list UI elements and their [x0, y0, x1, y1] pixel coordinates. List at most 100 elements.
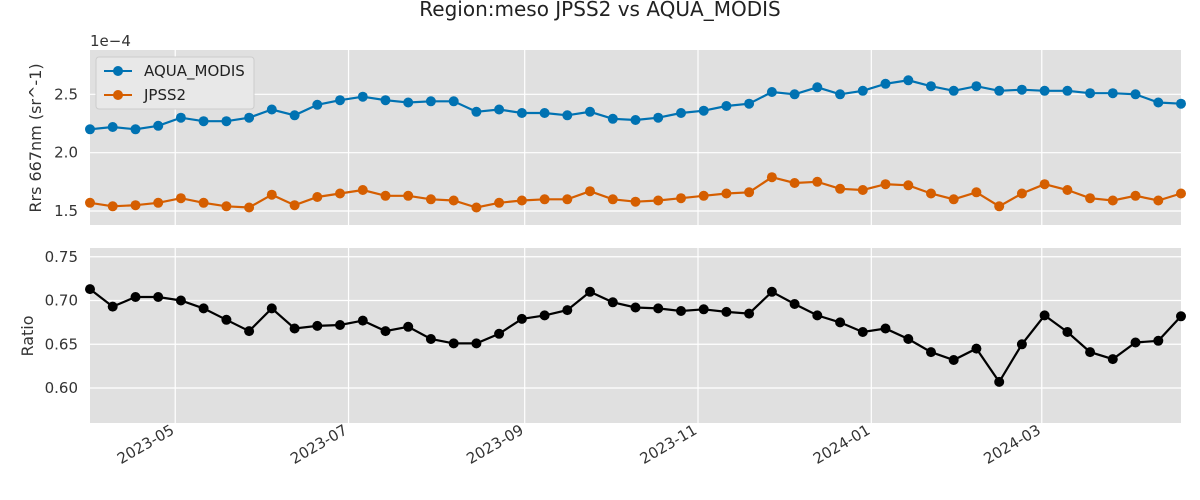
top-series-0-point — [425, 96, 436, 107]
top-series-0-point — [244, 112, 255, 123]
top-y-axis-label: Rrs 667nm (sr^-1) — [26, 63, 45, 212]
bottom-series-0-point — [425, 334, 436, 344]
top-y-tick-label: 2.5 — [54, 85, 78, 103]
top-panel: 1.5 2.0 2.5 1e−4 Rrs 667nm (sr^-1) AQUA_MO… — [26, 32, 1186, 225]
top-series-1-point — [835, 183, 846, 194]
bottom-series-0-point — [857, 327, 868, 337]
top-series-1-point — [403, 190, 414, 201]
top-series-1-point — [107, 201, 118, 212]
top-y-tick-label: 1.5 — [54, 202, 78, 220]
top-series-0-point — [494, 104, 505, 115]
bottom-y-tick-label: 0.60 — [45, 379, 78, 397]
bottom-series-0-point — [607, 297, 618, 308]
top-series-1-point — [698, 190, 709, 201]
top-series-0-point — [312, 99, 323, 110]
top-y-tick-label: 2.0 — [54, 144, 78, 162]
bottom-series-0-point — [562, 305, 573, 316]
top-series-0-point — [1153, 97, 1164, 108]
bottom-series-0-point — [1016, 339, 1027, 350]
bottom-series-0-point — [244, 326, 255, 337]
bottom-series-0-point — [130, 292, 141, 302]
top-series-1-point — [1016, 188, 1027, 199]
top-series-1-point — [812, 176, 823, 187]
top-series-0-point — [744, 98, 755, 109]
top-series-0-point — [1107, 88, 1118, 99]
top-series-1-point — [766, 172, 777, 183]
top-series-1-point — [516, 195, 527, 206]
top-series-1-point — [1176, 188, 1186, 199]
top-series-1-point — [607, 194, 618, 205]
top-series-0-point — [539, 108, 550, 118]
top-series-0-point — [562, 110, 573, 121]
top-series-1-point — [926, 188, 936, 199]
top-series-0-point — [1062, 85, 1073, 96]
top-series-1-point — [335, 188, 345, 199]
top-series-0-point — [153, 120, 164, 131]
top-series-0-point — [335, 95, 345, 106]
bottom-series-0-point — [153, 292, 164, 302]
top-series-1-point — [948, 194, 959, 205]
bottom-series-0-point — [494, 328, 505, 339]
top-series-1-point — [676, 193, 686, 204]
bottom-series-0-point — [403, 321, 414, 332]
top-series-0-point — [676, 108, 686, 118]
bottom-series-0-point — [516, 313, 527, 324]
top-series-0-point — [289, 110, 300, 121]
top-series-1-point — [789, 178, 800, 188]
top-series-0-point — [1039, 85, 1050, 96]
bottom-series-0-point — [175, 295, 186, 306]
top-series-0-point — [221, 116, 232, 127]
top-series-1-point — [175, 193, 186, 204]
top-series-1-point — [1085, 193, 1096, 204]
top-series-0-point — [789, 89, 800, 100]
top-series-0-point — [971, 81, 982, 92]
top-series-0-point — [766, 87, 777, 97]
bottom-series-0-point — [971, 343, 982, 354]
x-tick-label: 2023-11 — [637, 421, 700, 468]
bottom-series-0-point — [1062, 327, 1073, 337]
top-series-0-point — [380, 95, 391, 106]
bottom-series-0-point — [721, 306, 732, 317]
top-series-1-point — [244, 202, 255, 213]
bottom-series-0-point — [653, 303, 664, 314]
top-series-0-point — [653, 112, 664, 123]
bottom-series-0-point — [335, 320, 345, 330]
top-series-1-point — [312, 192, 323, 202]
top-y-ticks: 1.5 2.0 2.5 — [54, 85, 78, 220]
top-series-1-point — [153, 197, 164, 208]
top-series-1-point — [425, 194, 436, 205]
top-series-0-point — [903, 75, 914, 86]
bottom-series — [85, 284, 1186, 387]
top-series-0-point — [948, 85, 959, 96]
bottom-series-0-point — [266, 303, 277, 314]
top-series-1-point — [880, 179, 891, 190]
bottom-series-0-point — [471, 338, 482, 349]
top-series-0-point — [1176, 98, 1186, 109]
bottom-series-0-point — [1176, 311, 1186, 322]
top-series-1-point — [857, 185, 868, 195]
bottom-series-0-point — [539, 310, 550, 321]
top-series-0-point — [630, 115, 641, 125]
top-series-1-point — [1130, 190, 1141, 201]
x-tick-label: 2024-01 — [810, 421, 873, 468]
x-tick-labels: 2023-05 2023-07 2023-09 2023-11 2024-01 2024-… — [114, 421, 1044, 468]
top-series-0-point — [721, 101, 732, 111]
bottom-series-0-point — [948, 355, 959, 365]
bottom-y-ticks: 0.60 0.65 0.70 0.75 — [45, 248, 78, 397]
top-series-0-point — [994, 85, 1005, 96]
bottom-series-0-point — [744, 308, 755, 319]
top-series-1-point — [539, 194, 550, 205]
bottom-series-0-point — [198, 303, 209, 314]
bottom-series-0-point — [835, 317, 846, 328]
top-series-1-point — [903, 180, 914, 191]
bottom-series-0-point — [1130, 337, 1141, 348]
bottom-y-tick-label: 0.70 — [45, 292, 78, 310]
bottom-series-0-point — [380, 326, 391, 337]
top-series-1-point — [357, 185, 368, 195]
top-series-0-point — [812, 82, 823, 93]
bottom-y-tick-label: 0.75 — [45, 248, 78, 266]
top-series-1-point — [85, 197, 95, 208]
bottom-series-0-point — [448, 338, 459, 349]
legend-marker-aqua — [113, 66, 123, 76]
top-series-0-point — [607, 113, 618, 124]
